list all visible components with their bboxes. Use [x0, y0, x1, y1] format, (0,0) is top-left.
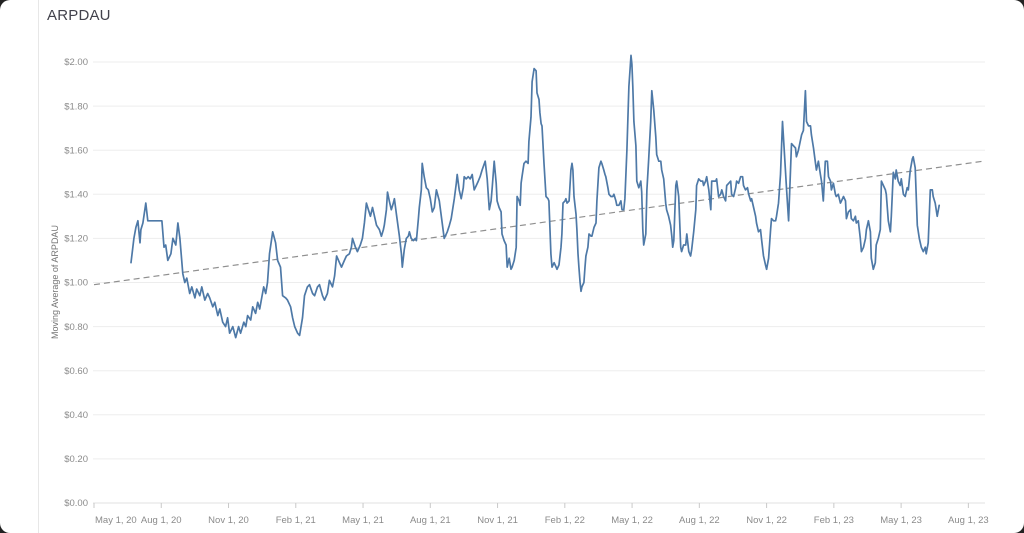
y-tick-label: $1.20 [64, 234, 88, 245]
x-tick-label: Aug 1, 23 [948, 515, 989, 526]
y-tick-label: $2.00 [64, 57, 88, 68]
gridlines [93, 61, 985, 504]
trend-line [93, 160, 984, 286]
series-layer [130, 54, 941, 339]
y-tick-label: $1.80 [64, 101, 88, 112]
x-tick-label: May 1, 20 [95, 515, 137, 526]
y-tick-label: $1.40 [64, 190, 88, 201]
pane-divider [38, 0, 39, 533]
x-tick-label: May 1, 21 [342, 515, 384, 526]
x-tick-label: Nov 1, 21 [477, 515, 518, 526]
x-tick-label: May 1, 22 [611, 515, 653, 526]
x-tick-label: Feb 1, 21 [276, 515, 316, 526]
y-axis-title: Moving Average of ARPDAU [50, 225, 60, 339]
y-tick-label: $0.00 [64, 498, 88, 509]
x-tick-label: Nov 1, 22 [746, 515, 787, 526]
x-tick-label: May 1, 23 [880, 515, 922, 526]
trend-line-layer [93, 160, 984, 286]
x-tick-label: Aug 1, 21 [410, 515, 451, 526]
x-tick-label: Aug 1, 22 [679, 515, 720, 526]
y-tick-label: $0.20 [64, 454, 88, 465]
y-tick-label: $0.60 [64, 366, 88, 377]
x-tick-label: Feb 1, 22 [545, 515, 585, 526]
axis-lines-and-ticks [93, 502, 985, 508]
y-tick-label: $1.60 [64, 145, 88, 156]
moving-average-line [130, 54, 941, 339]
page-title: ARPDAU [47, 7, 111, 24]
y-tick-label: $1.00 [64, 278, 88, 289]
x-tick-label: Nov 1, 20 [208, 515, 249, 526]
y-tick-label: $0.80 [64, 322, 88, 333]
axis-tick-labels: $0.00 $0.20 $0.40 $0.60 $0.80 $1.00 $1.20 $1.40… [64, 57, 988, 526]
x-tick-label: Aug 1, 20 [141, 515, 182, 526]
x-tick-label: Feb 1, 23 [814, 515, 854, 526]
y-tick-label: $0.40 [64, 410, 88, 421]
